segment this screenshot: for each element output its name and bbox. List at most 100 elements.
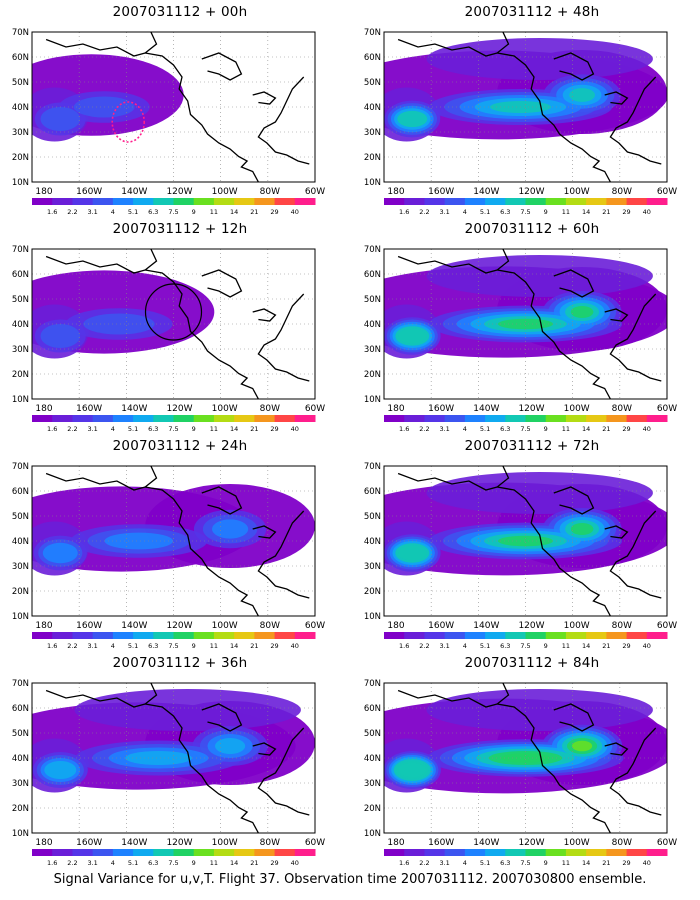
colorbar-label: 11 — [210, 208, 218, 216]
colorbar-label: 29 — [270, 208, 278, 216]
colorbar-swatch — [254, 849, 276, 856]
colorbar-swatch — [384, 632, 405, 639]
lon-label: 120W — [518, 838, 544, 848]
lon-label: 60W — [305, 187, 325, 197]
colorbar-swatch — [606, 632, 628, 639]
lat-label: 60N — [364, 704, 381, 714]
lat-label: 30N — [364, 562, 381, 572]
colorbar-label: 2.2 — [67, 425, 77, 433]
colorbar-label: 9 — [544, 425, 548, 433]
colorbar-swatch — [444, 415, 466, 422]
colorbar-swatch — [525, 415, 547, 422]
colorbar-label: 9 — [192, 425, 196, 433]
colorbar-swatch — [545, 849, 567, 856]
colorbar-swatch — [234, 632, 255, 639]
colorbar-swatch — [384, 198, 405, 205]
lat-label: 20N — [364, 153, 381, 163]
lat-label: 70N — [12, 462, 29, 472]
lat-label: 10N — [12, 395, 29, 405]
coastline — [397, 683, 662, 833]
colorbar-label: 9 — [192, 859, 196, 867]
lon-label: 160W — [428, 621, 454, 631]
lon-label: 120W — [166, 838, 192, 848]
lon-label: 80W — [260, 838, 280, 848]
lat-label: 60N — [12, 487, 29, 497]
lat-label: 10N — [12, 829, 29, 839]
map-grid — [384, 249, 667, 399]
lon-label: 60W — [305, 621, 325, 631]
lat-label: 60N — [364, 270, 381, 280]
colorbar-label: 29 — [622, 425, 630, 433]
colorbar-label: 4 — [111, 208, 115, 216]
lat-label: 30N — [12, 345, 29, 355]
colorbar-label: 40 — [643, 859, 651, 867]
lat-label: 10N — [12, 612, 29, 622]
colorbar-swatch — [294, 198, 316, 205]
colorbar-label: 21 — [602, 859, 610, 867]
lon-label: 80W — [260, 187, 280, 197]
map-plot: 10N 20N 30N 40N 50N 60N 70N 180 160W 140W 120W 100W… — [364, 245, 677, 433]
colorbar-label: 2.2 — [419, 642, 429, 650]
map-plot: 10N 20N 30N 40N 50N 60N 70N 180 160W 140W 120W 100W… — [12, 462, 325, 650]
lon-label: 180 — [35, 621, 52, 631]
lon-label: 140W — [473, 404, 499, 414]
observation-circle — [144, 283, 203, 341]
map-plot: 10N 20N 30N 40N 50N 60N 70N 180 160W 140W 120W 100W… — [12, 245, 325, 433]
colorbar-label: 40 — [643, 208, 651, 216]
lat-label: 50N — [12, 512, 29, 522]
lat-label: 30N — [12, 779, 29, 789]
colorbar-label: 11 — [210, 425, 218, 433]
lat-label: 20N — [364, 370, 381, 380]
colorbar-label: 11 — [562, 208, 570, 216]
colorbar-swatch — [565, 415, 587, 422]
lat-label: 20N — [12, 804, 29, 814]
lon-label: 140W — [473, 838, 499, 848]
colorbar-label: 1.6 — [47, 642, 57, 650]
lat-label: 60N — [12, 270, 29, 280]
lon-label: 180 — [387, 187, 404, 197]
colorbar-swatch — [92, 198, 114, 205]
colorbar-label: 21 — [250, 642, 258, 650]
colorbar-label: 5.1 — [480, 208, 490, 216]
colorbar-label: 7.5 — [520, 425, 530, 433]
colorbar-swatch — [294, 632, 316, 639]
colorbar-swatch — [424, 632, 446, 639]
colorbar-swatch — [485, 849, 506, 856]
map-plot: 10N 20N 30N 40N 50N 60N 70N 180 160W 140W 120W 100W… — [364, 462, 677, 650]
colorbar-label: 5.1 — [480, 859, 490, 867]
colorbar-swatch — [193, 849, 215, 856]
colorbar-swatch — [384, 849, 405, 856]
colorbar-label: 6.3 — [148, 642, 158, 650]
colorbar-swatch — [153, 198, 174, 205]
lat-label: 40N — [364, 754, 381, 764]
map-plot: 10N 20N 30N 40N 50N 60N 70N 180 160W 140W 120W 100W… — [12, 679, 325, 867]
lat-label: 60N — [364, 487, 381, 497]
colorbar-swatch — [464, 415, 486, 422]
colorbar-label: 21 — [602, 425, 610, 433]
colorbar-label: 7.5 — [168, 859, 178, 867]
lon-label: 80W — [260, 404, 280, 414]
colorbar-label: 2.2 — [67, 859, 77, 867]
lon-label: 180 — [387, 621, 404, 631]
lat-label: 30N — [364, 345, 381, 355]
colorbar-swatch — [384, 415, 405, 422]
lon-label: 100W — [212, 404, 238, 414]
lat-label: 10N — [364, 612, 381, 622]
colorbar-swatch — [32, 632, 53, 639]
colorbar-swatch — [444, 849, 466, 856]
colorbar-label: 1.6 — [47, 859, 57, 867]
colorbar-swatch — [32, 415, 53, 422]
colorbar-swatch — [404, 849, 425, 856]
colorbar-label: 6.3 — [148, 208, 158, 216]
colorbar-label: 1.6 — [399, 642, 409, 650]
figure-caption: Signal Variance for u,v,T. Flight 37. Ob… — [53, 872, 647, 887]
colorbar-swatch — [626, 415, 648, 422]
lon-label: 160W — [428, 187, 454, 197]
colorbar-swatch — [294, 415, 316, 422]
colorbar-label: 11 — [210, 859, 218, 867]
lon-label: 60W — [305, 838, 325, 848]
colorbar-swatch — [626, 849, 648, 856]
lat-label: 60N — [12, 704, 29, 714]
colorbar-label: 4 — [463, 208, 467, 216]
map-panel: 2007031112 + 60h 10N 20N 30N 40N 50N 60N 70N 180… — [352, 221, 677, 433]
